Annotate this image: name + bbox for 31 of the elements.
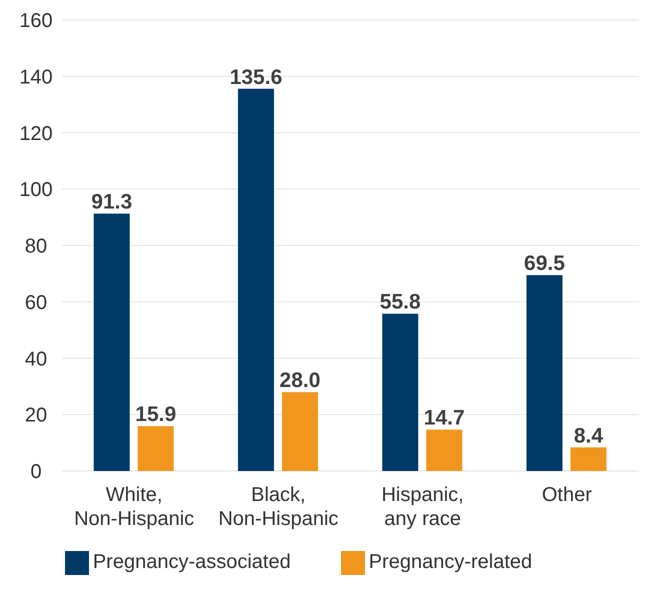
data-label: 14.7 — [424, 406, 465, 430]
y-tick-label: 0 — [30, 461, 42, 484]
data-label: 8.4 — [574, 424, 604, 448]
data-label: 15.9 — [135, 403, 176, 426]
bar — [238, 88, 274, 471]
x-tick-label: White, Non-Hispanic — [74, 484, 194, 530]
y-tick-label: 20 — [24, 404, 48, 427]
x-tick-label: Black, Non-Hispanic — [218, 484, 338, 530]
y-tick-label: 40 — [24, 348, 48, 370]
legend-label: Pregnancy-related — [368, 551, 532, 574]
data-label: 91.3 — [91, 190, 132, 214]
y-tick-label: 100 — [19, 179, 53, 202]
bar — [570, 447, 606, 471]
data-label: 135.6 — [230, 66, 282, 89]
y-tick-label: 60 — [24, 292, 48, 314]
bar — [382, 314, 418, 471]
y-tick-label: 140 — [19, 66, 53, 88]
bar — [138, 426, 174, 471]
data-label: 55.8 — [380, 290, 421, 314]
data-label: 69.5 — [524, 252, 566, 276]
bar — [282, 392, 318, 471]
y-tick-label: 120 — [19, 122, 53, 145]
x-tick-label: Hispanic, any race — [381, 484, 464, 530]
legend-label: Pregnancy-associated — [92, 551, 291, 574]
bar — [94, 214, 130, 471]
y-tick-label: 160 — [19, 10, 53, 32]
bar — [426, 430, 462, 471]
y-tick-label: 80 — [24, 236, 48, 258]
bar — [526, 275, 562, 471]
x-tick-label: Other — [542, 484, 592, 506]
data-label: 28.0 — [280, 369, 320, 392]
